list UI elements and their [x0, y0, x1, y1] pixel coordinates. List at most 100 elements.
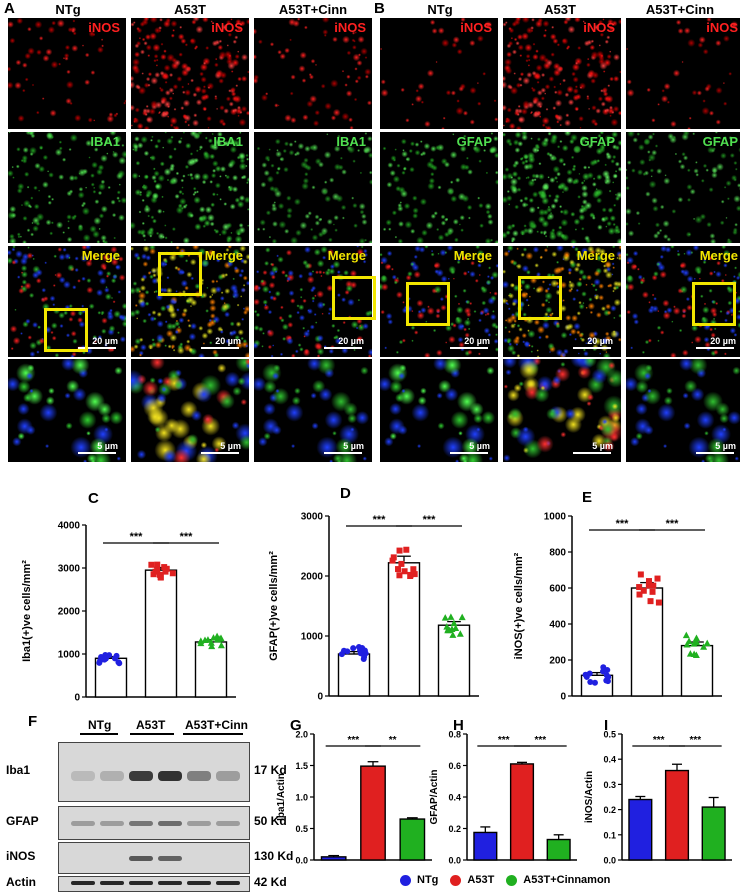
- y-axis-label: iNOS/Actin: [584, 771, 595, 823]
- b-tile-r3-c1: Merge 20 µm: [380, 246, 498, 357]
- data-point: [447, 613, 455, 620]
- scale-bar-label: 5 µm: [715, 441, 736, 451]
- scale-bar: [573, 347, 611, 349]
- blot-band: [129, 855, 153, 861]
- y-axis-label: GFAP/Actin: [429, 769, 440, 824]
- b-col-title-a53t: A53T: [544, 2, 576, 17]
- y-tick-label: 0.5: [603, 730, 616, 740]
- a-tile-r1-c3: iNOS: [254, 18, 372, 129]
- a-tile-label: Merge: [327, 248, 366, 263]
- a-tile-r4-c1: 5 µm: [8, 359, 126, 462]
- a-col-title-a53t: A53T: [174, 2, 206, 17]
- y-axis-label: Iba1(+)ve cells/mm²: [21, 560, 33, 662]
- b-col-title-cinn: A53T+Cinn: [645, 2, 715, 17]
- blot-strip: [58, 876, 250, 892]
- a-tile-r1-c1: iNOS: [8, 18, 126, 129]
- data-point: [217, 634, 225, 642]
- scale-bar: [696, 452, 734, 454]
- a-tile-label: iNOS: [334, 20, 366, 35]
- scale-bar-label: 5 µm: [220, 441, 241, 451]
- b-zoom-box-3: [692, 282, 736, 326]
- data-point: [650, 582, 657, 589]
- legend-label-cinnamon: A53T+Cinnamon: [523, 874, 611, 886]
- data-point: [647, 598, 654, 605]
- a-tile-label: Merge: [81, 248, 120, 263]
- legend-item-cinnamon: A53T+Cinnamon: [506, 874, 610, 886]
- legend-label-a53t: A53T: [467, 874, 495, 886]
- data-point: [683, 641, 691, 648]
- scale-bar: [78, 452, 116, 454]
- blot-band: [71, 770, 95, 782]
- significance-label: ***: [498, 735, 510, 746]
- a-tile-r3-c1: Merge 20 µm: [8, 246, 126, 357]
- scale-bar: [324, 347, 362, 349]
- data-point: [441, 614, 449, 621]
- y-tick-label: 600: [549, 584, 566, 595]
- significance-label: ***: [653, 735, 665, 746]
- data-point: [148, 561, 155, 568]
- y-tick-label: 0.4: [448, 793, 461, 803]
- a-tile-r2-c3: IBA1: [254, 132, 372, 243]
- a-col-title-cinn: A53T+Cinn: [278, 2, 348, 17]
- y-tick-label: 3000: [301, 512, 324, 523]
- y-tick-label: 0: [317, 692, 323, 703]
- blot-band: [129, 880, 153, 885]
- data-point: [456, 630, 464, 637]
- significance-label: ***: [180, 531, 194, 543]
- data-point: [591, 679, 598, 686]
- y-axis-label: GFAP(+)ve cells/mm²: [268, 551, 280, 661]
- blot-band: [216, 770, 240, 782]
- scale-bar-label: 5 µm: [469, 441, 490, 451]
- a-tile-r1-c2: iNOS: [131, 18, 249, 129]
- scale-bar-label: 20 µm: [710, 336, 736, 346]
- legend: NTg A53T A53T+Cinnamon: [400, 874, 610, 886]
- blot-strip: [58, 742, 250, 802]
- blot-strip: [58, 806, 250, 840]
- data-point: [390, 554, 397, 561]
- y-tick-label: 3000: [58, 564, 81, 575]
- b-tile-label: iNOS: [460, 20, 492, 35]
- significance-label: ***: [423, 514, 437, 526]
- y-tick-label: 0.5: [295, 824, 308, 834]
- blot-size-label: 42 Kd: [254, 875, 287, 889]
- blot-row-label: iNOS: [6, 849, 36, 863]
- legend-item-ntg: NTg: [400, 874, 438, 886]
- y-tick-label: 400: [549, 620, 566, 631]
- scale-bar-label: 20 µm: [92, 336, 118, 346]
- blot-group-a53t: A53T: [136, 718, 166, 732]
- y-tick-label: 1000: [544, 512, 567, 523]
- blot-band: [187, 856, 211, 861]
- y-tick-label: 0.0: [448, 856, 461, 866]
- chart-i: iNOS/Actin 0.0 0.1 0.2 0.3 0.4 0.5 *** ***: [584, 730, 732, 866]
- scale-bar: [201, 347, 239, 349]
- data-point: [396, 572, 403, 579]
- blot-band: [100, 880, 124, 885]
- b-tile-label: Merge: [453, 248, 492, 263]
- b-tile-r1-c2: iNOS: [503, 18, 621, 129]
- data-point: [361, 647, 368, 654]
- data-point: [690, 640, 698, 647]
- chart-c: Iba1(+)ve cells/mm² 0 1000 2000 3000 4000 *** *…: [21, 521, 236, 704]
- blot-band: [129, 770, 153, 782]
- panel-label-e: E: [582, 489, 593, 506]
- data-point: [692, 634, 700, 641]
- scale-bar: [450, 452, 488, 454]
- bar-a53t: [144, 569, 178, 698]
- bar-a53t: [360, 765, 386, 861]
- chart-h: GFAP/Actin 0.0 0.2 0.4 0.6 0.8 *** ***: [429, 730, 577, 866]
- blot-band: [216, 856, 240, 861]
- a-tile-r2-c1: IBA1: [8, 132, 126, 243]
- y-tick-label: 1000: [301, 632, 324, 643]
- data-point: [410, 566, 417, 573]
- b-tile-label: Merge: [576, 248, 615, 263]
- y-tick-label: 0.3: [603, 780, 616, 790]
- y-axis-label: Iba1/Actin: [276, 773, 287, 821]
- significance-label: ***: [689, 735, 701, 746]
- bar-a53t-cinnamon: [546, 838, 571, 861]
- legend-dot-a53t: [450, 874, 462, 886]
- data-point: [587, 679, 594, 686]
- bar-a53t: [387, 562, 421, 697]
- scale-bar-label: 20 µm: [338, 336, 364, 346]
- scale-bar-label: 5 µm: [592, 441, 613, 451]
- data-point: [452, 624, 460, 632]
